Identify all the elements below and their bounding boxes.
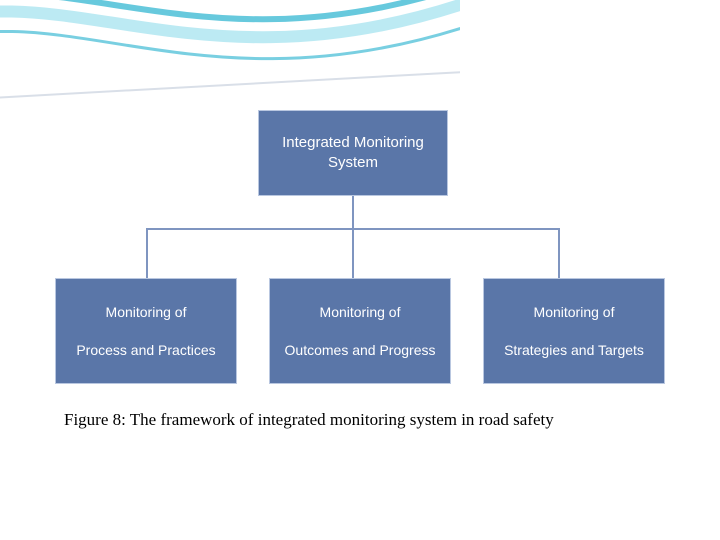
child-node-line2: Strategies and Targets xyxy=(504,341,644,359)
figure-caption: Figure 8: The framework of integrated mo… xyxy=(64,410,554,430)
connector xyxy=(352,196,354,228)
connector xyxy=(352,228,354,278)
child-node-strategies-targets: Monitoring of Strategies and Targets xyxy=(483,278,665,384)
child-node-line2: Process and Practices xyxy=(76,341,215,359)
child-node-line1: Monitoring of xyxy=(320,303,401,321)
child-node-line1: Monitoring of xyxy=(106,303,187,321)
child-row: Monitoring of Process and Practices Moni… xyxy=(0,278,720,384)
child-node-line2: Outcomes and Progress xyxy=(285,341,436,359)
slide: Integrated Monitoring System Monitoring … xyxy=(0,0,720,540)
connector xyxy=(558,228,560,278)
child-node-outcomes-progress: Monitoring of Outcomes and Progress xyxy=(269,278,451,384)
root-node: Integrated Monitoring System xyxy=(258,110,448,196)
root-node-label: Integrated Monitoring System xyxy=(269,133,437,174)
child-node-process-practices: Monitoring of Process and Practices xyxy=(55,278,237,384)
connector xyxy=(146,228,148,278)
child-node-line1: Monitoring of xyxy=(534,303,615,321)
